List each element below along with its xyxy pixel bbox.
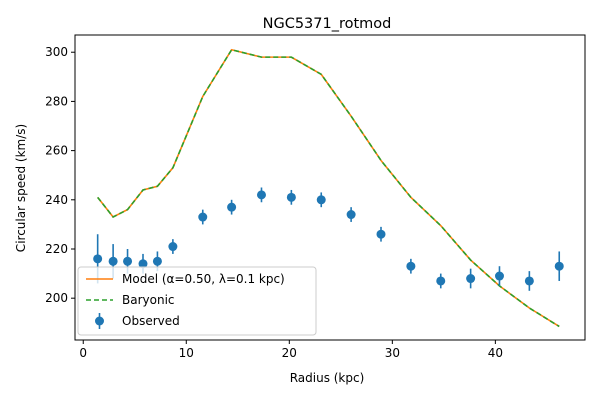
- observed-point: [152, 256, 162, 266]
- observed-point: [168, 242, 178, 252]
- observed-point: [406, 261, 416, 271]
- x-tick-label: 30: [385, 346, 400, 360]
- y-axis: 200 220 240 260 280 300: [45, 45, 75, 305]
- observed-point: [227, 202, 237, 212]
- x-axis-label: Radius (kpc): [290, 371, 365, 385]
- x-tick-label: 0: [79, 346, 87, 360]
- observed-point: [256, 190, 266, 200]
- observed-point: [286, 192, 296, 202]
- observed-point: [138, 259, 148, 269]
- observed-point: [123, 256, 133, 266]
- legend-model-label: Model (α=0.50, λ=0.1 kpc): [122, 272, 285, 286]
- observed-point: [554, 261, 564, 271]
- baryonic-line: [97, 48, 560, 328]
- chart-title: NGC5371_rotmod: [263, 16, 392, 32]
- observed-point: [466, 274, 476, 284]
- y-tick-label: 220: [45, 242, 68, 256]
- axes-frame: [74, 34, 586, 341]
- legend: Model (α=0.50, λ=0.1 kpc) Baryonic Obser…: [77, 266, 317, 336]
- observed-point: [524, 276, 534, 286]
- x-tick-label: 20: [282, 346, 297, 360]
- legend-observed-swatch-marker: [95, 316, 104, 326]
- legend-observed-label: Observed: [122, 314, 180, 328]
- observed-point: [316, 195, 326, 205]
- legend-box: [77, 266, 317, 336]
- x-tick-label: 10: [179, 346, 194, 360]
- observed-point: [436, 276, 446, 286]
- observed-point: [494, 271, 504, 281]
- y-axis-label: Circular speed (km/s): [14, 124, 28, 252]
- observed-point: [108, 256, 118, 266]
- legend-baryonic-label: Baryonic: [122, 293, 175, 307]
- observed-point: [93, 254, 103, 264]
- y-tick-label: 260: [45, 144, 68, 158]
- observed-point: [198, 212, 208, 222]
- x-tick-label: 40: [488, 346, 503, 360]
- observed-point: [346, 210, 356, 220]
- y-tick-label: 280: [45, 94, 68, 108]
- y-tick-label: 240: [45, 193, 68, 207]
- y-tick-label: 300: [45, 45, 68, 59]
- x-axis: 0 10 20 30 40: [79, 340, 503, 360]
- observed-point: [376, 229, 386, 239]
- y-tick-label: 200: [45, 291, 68, 305]
